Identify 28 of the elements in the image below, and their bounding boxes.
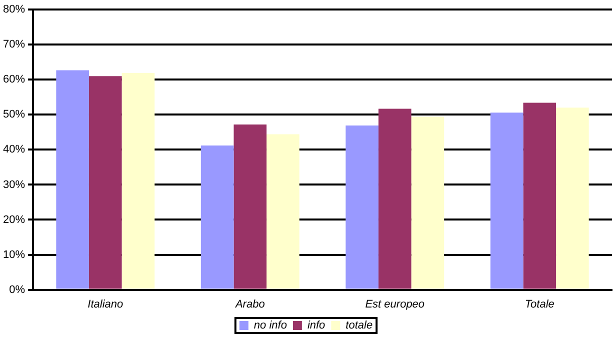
x-tick-label: Italiano bbox=[88, 298, 124, 310]
y-tick-label: 0% bbox=[9, 284, 26, 296]
legend-label: totale bbox=[346, 320, 373, 332]
bar bbox=[56, 70, 89, 289]
bar bbox=[556, 108, 589, 289]
bar bbox=[411, 116, 444, 289]
bar bbox=[200, 145, 234, 289]
bar bbox=[378, 108, 412, 289]
bar bbox=[88, 76, 122, 289]
y-tick-label: 50% bbox=[2, 108, 26, 121]
y-tick-label: 70% bbox=[2, 38, 26, 51]
y-tick-label: 10% bbox=[2, 248, 26, 261]
x-tick-label: Arabo bbox=[234, 298, 265, 310]
bar bbox=[234, 124, 267, 289]
bar bbox=[523, 102, 556, 289]
bar bbox=[122, 72, 155, 289]
y-tick-label: 20% bbox=[2, 214, 26, 226]
y-tick-label: 40% bbox=[2, 144, 26, 156]
y-tick-label: 60% bbox=[2, 74, 26, 86]
x-tick-label: Est europeo bbox=[365, 298, 425, 310]
legend-label: info bbox=[307, 320, 326, 332]
y-tick-label: 80% bbox=[2, 4, 26, 16]
legend-label: no info bbox=[254, 320, 287, 332]
bar bbox=[266, 134, 300, 289]
x-tick-label: Totale bbox=[524, 298, 554, 310]
bar bbox=[490, 112, 524, 289]
y-tick-label: 30% bbox=[2, 178, 26, 191]
bar bbox=[346, 126, 378, 289]
